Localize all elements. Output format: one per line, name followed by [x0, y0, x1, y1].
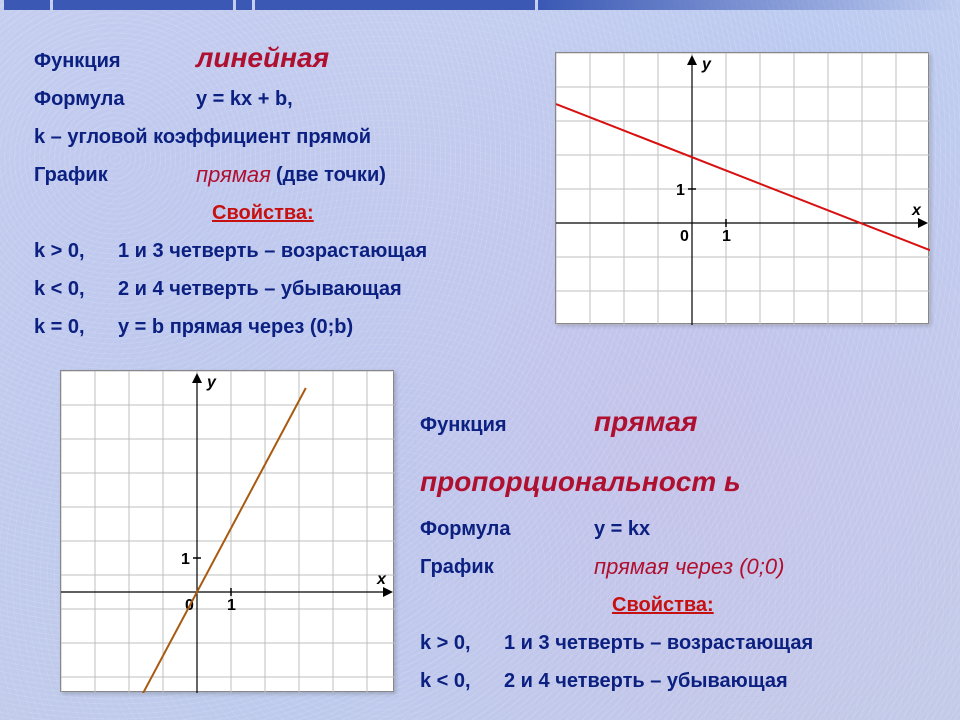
s2-graph-label: График [420, 556, 494, 579]
slide-content: Функция линейная Формула y = kx + b, k –… [0, 10, 960, 720]
svg-text:x: x [376, 571, 387, 588]
s2-formula-label: Формула [420, 518, 510, 541]
svg-text:0: 0 [680, 228, 689, 245]
svg-text:x: x [911, 202, 922, 219]
svg-text:1: 1 [676, 182, 685, 199]
s2-formula-value: y = kx [594, 518, 650, 541]
s1-p3a: k = 0, [34, 316, 85, 339]
s2-func-value2: пропорциональност ь [420, 466, 741, 498]
s1-formula-value: y = kx + b, [196, 88, 293, 111]
s2-func-value: прямая [594, 406, 697, 438]
svg-text:y: y [206, 374, 217, 391]
s1-k-desc: k – угловой коэффициент прямой [34, 126, 371, 149]
s1-formula-label: Формула [34, 88, 124, 111]
s1-p3b: y = b прямая через (0;b) [118, 316, 353, 339]
s1-func-label: Функция [34, 50, 121, 73]
s1-graph-label: График [34, 164, 108, 187]
s1-func-value: линейная [196, 42, 329, 74]
svg-text:1: 1 [181, 551, 190, 568]
s1-p2a: k < 0, [34, 278, 85, 301]
s1-graph-value: прямая [196, 162, 271, 188]
svg-text:1: 1 [227, 597, 236, 614]
chart-direct-proportion: 011xy [60, 370, 394, 692]
s1-graph-suffix: (две точки) [276, 164, 386, 187]
s2-p1b: 1 и 3 четверть – возрастающая [504, 632, 813, 655]
s1-props-header: Свойства: [212, 202, 314, 225]
svg-text:y: y [701, 56, 712, 73]
s2-func-label: Функция [420, 414, 507, 437]
svg-text:1: 1 [722, 228, 731, 245]
s1-p1a: k > 0, [34, 240, 85, 263]
chart1-svg: 0 1 1 x y [556, 53, 930, 325]
s2-p2b: 2 и 4 четверть – убывающая [504, 670, 788, 693]
chart-linear-decreasing: 0 1 1 x y [555, 52, 929, 324]
s1-p1b: 1 и 3 четверть – возрастающая [118, 240, 427, 263]
s2-graph-value: прямая через (0;0) [594, 554, 784, 580]
chart2-svg: 011xy [61, 371, 395, 693]
s2-p1a: k > 0, [420, 632, 471, 655]
s1-p2b: 2 и 4 четверть – убывающая [118, 278, 402, 301]
top-accent-bar [0, 0, 960, 10]
s2-p2a: k < 0, [420, 670, 471, 693]
s2-props-header: Свойства: [612, 594, 714, 617]
